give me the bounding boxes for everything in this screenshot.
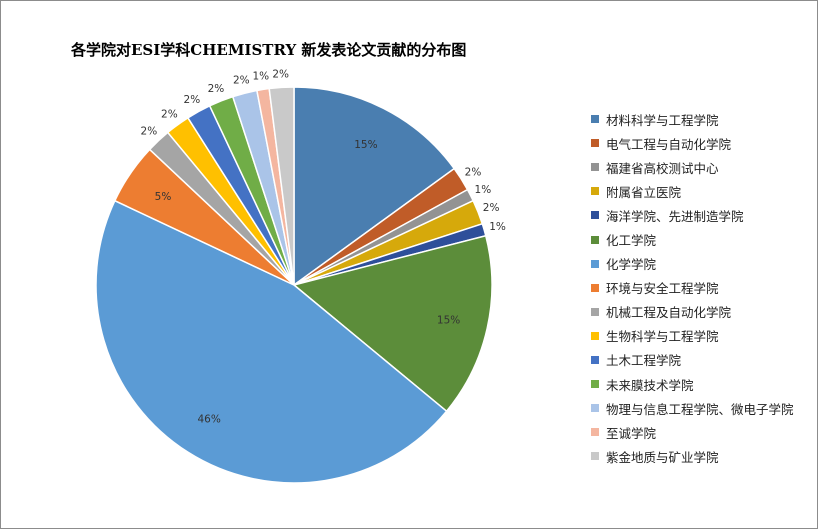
legend-label: 化学学院 [606,257,657,273]
legend-item-3: 附属省立医院 [591,179,794,203]
pie-slice-0 [293,86,456,287]
data-label-4: 1% [489,221,506,233]
chart-legend: 材料科学与工程学院 电气工程与自动化学院 福建省高校测试中心 附属省立医院海洋学院、先… [591,107,794,468]
legend-swatch [591,380,599,389]
legend-item-9: 生物科学与工程学院 [591,324,794,348]
data-label-14: 2% [272,68,289,80]
legend-item-5: 化工学院 [591,227,794,251]
legend-swatch [591,259,599,268]
data-label-11: 2% [208,83,225,95]
data-label-8: 2% [141,125,158,137]
legend-item-14: 紫金地质与矿业学院 [591,444,794,468]
pie-slice-14 [268,86,295,286]
data-label-0: 15% [354,139,377,151]
legend-item-0: 材料科学与工程学院 [591,107,794,131]
data-label-7: 5% [155,191,172,203]
legend-swatch [591,211,599,220]
pie-slice-5 [292,234,493,413]
legend-label: 材料科学与工程学院 [606,112,719,128]
legend-item-11: 未来膜技术学院 [591,372,794,396]
legend-swatch [591,428,599,437]
data-label-1: 2% [465,166,482,178]
data-label-12: 2% [233,75,250,87]
data-label-2: 1% [475,184,492,196]
legend-item-4: 海洋学院、先进制造学院 [591,203,794,227]
legend-label: 生物科学与工程学院 [606,329,719,345]
legend-swatch [591,452,599,461]
legend-swatch [591,235,599,244]
legend-label: 海洋学院、先进制造学院 [606,208,744,224]
legend-item-6: 化学学院 [591,252,794,276]
legend-label: 化工学院 [606,233,657,249]
legend-item-7: 环境与安全工程学院 [591,276,794,300]
legend-swatch [591,331,599,340]
legend-swatch [591,187,599,196]
legend-swatch [591,163,599,172]
legend-swatch [591,283,599,292]
legend-item-12: 物理与信息工程学院、微电子学院 [591,396,794,420]
pie-slices [95,86,493,484]
legend-swatch [591,139,599,148]
pie-labels: 15%2%1%2%1%15%46%5%2%2%2%2%2% 1% 2% [141,68,506,425]
legend-swatch [591,115,599,124]
data-label-6: 46% [197,414,220,426]
data-label-9: 2% [161,108,178,120]
legend-label: 土木工程学院 [606,353,682,369]
legend-label: 未来膜技术学院 [606,377,694,393]
chart-title: 各学院对ESI学科CHEMISTRY 新发表论文贡献的分布图 [71,41,467,59]
legend-swatch [591,355,599,364]
data-label-10: 2% [184,94,201,106]
legend-label: 电气工程与自动化学院 [606,136,732,152]
legend-label: 物理与信息工程学院、微电子学院 [606,401,794,417]
legend-swatch [591,404,599,413]
pie-slice-6 [95,199,448,484]
legend-label: 环境与安全工程学院 [606,281,719,297]
legend-label: 至诚学院 [606,425,657,441]
legend-item-13: 至诚学院 [591,420,794,444]
legend-item-10: 土木工程学院 [591,348,794,372]
legend-item-1: 电气工程与自动化学院 [591,131,794,155]
legend-item-2: 福建省高校测试中心 [591,155,794,179]
legend-swatch [591,307,599,316]
legend-item-8: 机械工程及自动化学院 [591,300,794,324]
legend-label: 福建省高校测试中心 [606,160,719,176]
legend-label: 机械工程及自动化学院 [606,305,732,321]
legend-label: 附属省立医院 [606,184,682,200]
data-label-3: 2% [483,202,500,214]
legend-label: 紫金地质与矿业学院 [606,449,719,465]
data-label-13: 1% [252,71,269,83]
data-label-5: 15% [437,315,460,327]
